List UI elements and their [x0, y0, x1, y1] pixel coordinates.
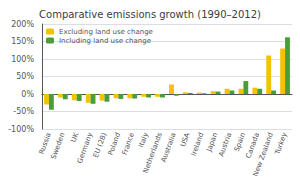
svg-text:UK: UK [70, 131, 81, 143]
svg-text:Netherlands: Netherlands [142, 131, 164, 174]
svg-text:Sweden: Sweden [50, 132, 67, 161]
svg-text:Including land use change: Including land use change [59, 37, 151, 45]
svg-text:USA: USA [179, 131, 192, 148]
svg-text:Russia: Russia [37, 132, 52, 156]
svg-text:50%: 50% [16, 72, 34, 81]
svg-text:150%: 150% [11, 37, 34, 46]
svg-text:Comparative emissions growth (: Comparative emissions growth (1990–2012) [39, 9, 261, 20]
svg-text:Ireland: Ireland [190, 132, 206, 157]
svg-text:EU (28): EU (28) [92, 131, 109, 159]
svg-text:Japan: Japan [205, 132, 220, 154]
svg-text:Poland: Poland [107, 132, 123, 157]
svg-text:Spain: Spain [233, 132, 247, 153]
svg-text:France: France [121, 132, 136, 157]
svg-text:200%: 200% [11, 20, 34, 29]
svg-text:Germany: Germany [76, 132, 95, 165]
svg-text:Australia: Australia [160, 132, 178, 164]
svg-text:100%: 100% [11, 55, 34, 64]
svg-text:Excluding land use change: Excluding land use change [59, 28, 153, 36]
svg-text:Turkey: Turkey [273, 132, 289, 157]
svg-text:0%: 0% [21, 90, 34, 99]
svg-text:New Zealand: New Zealand [252, 132, 275, 178]
svg-text:Austria: Austria [217, 132, 233, 158]
svg-text:Italy: Italy [137, 132, 150, 149]
svg-text:-50%: -50% [13, 107, 34, 116]
svg-text:-100%: -100% [8, 125, 34, 134]
svg-text:Canada: Canada [244, 131, 261, 160]
